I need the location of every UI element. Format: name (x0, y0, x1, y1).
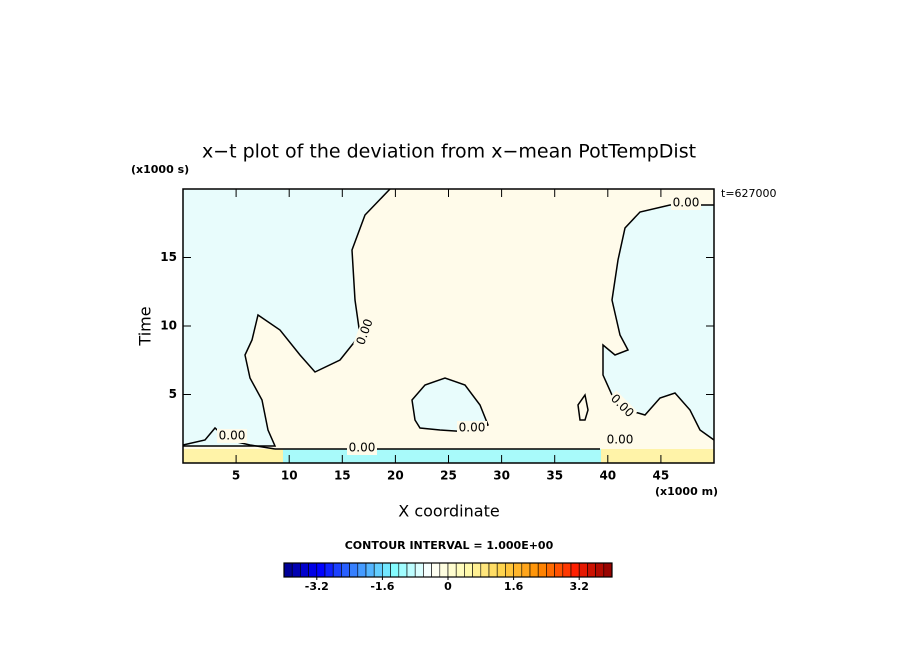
contour-label: 0.00 (219, 429, 246, 443)
contour-label-bg (605, 433, 635, 447)
colorbar-cell (283, 562, 293, 578)
y-tick-label: 10 (160, 319, 177, 333)
colorbar-cell (332, 562, 342, 578)
x-tick-label: 15 (334, 469, 351, 483)
colorbar-cell (390, 562, 400, 578)
contour-label: 0.00 (349, 441, 376, 455)
chart-title: x−t plot of the deviation from x−mean Po… (202, 141, 696, 163)
contour-label-bg (217, 429, 247, 443)
colorbar-cell (578, 562, 588, 578)
colorbar-cell (382, 562, 391, 578)
colorbar-cell (291, 562, 301, 578)
contour-label: 0.00 (607, 433, 634, 447)
x-tick-label: 35 (546, 469, 563, 483)
colorbar-cell (406, 562, 416, 578)
colorbar-cell (546, 562, 555, 578)
colorbar-tick-label: -1.6 (370, 580, 394, 593)
colorbar-cell (316, 562, 326, 578)
colorbar-cell (513, 562, 523, 578)
y-tick-label: 15 (160, 250, 177, 264)
x-tick-label: 20 (387, 469, 404, 483)
y-unit: (x1000 s) (131, 163, 189, 176)
colorbar-cell (349, 562, 359, 578)
y-axis-label: Time (136, 306, 155, 346)
contour-label: 0.00 (459, 421, 486, 435)
colorbar-cell (373, 562, 383, 578)
colorbar-cell (365, 562, 375, 578)
colorbar-cell (447, 562, 457, 578)
colorbar-caption: CONTOUR INTERVAL = 1.000E+00 (345, 539, 554, 552)
weak-negative-region (283, 449, 601, 463)
colorbar-cell (324, 562, 334, 578)
colorbar-cell (414, 562, 424, 578)
colorbar-cell (603, 562, 613, 578)
colorbar-cell (357, 562, 367, 578)
x-tick-label: 30 (493, 469, 510, 483)
contour-label-bg (347, 441, 377, 455)
colorbar-cell (439, 562, 449, 578)
contour-label: 0.00 (673, 196, 700, 210)
colorbar-cell (464, 562, 473, 578)
contour-label-bg (457, 421, 487, 435)
colorbar-cell (529, 562, 539, 578)
contour-line (411, 377, 489, 433)
colorbar-cell (496, 562, 506, 578)
colorbar-cell (505, 562, 514, 578)
negative-region (183, 189, 390, 446)
contour-label-bg (671, 196, 701, 210)
x-tick-label: 25 (440, 469, 457, 483)
colorbar-cell (455, 562, 465, 578)
colorbar-cell (554, 562, 564, 578)
colorbar-tick-label: -3.2 (305, 580, 329, 593)
colorbar-cell (341, 562, 350, 578)
colorbar-cell (521, 562, 531, 578)
colorbar-cell (398, 562, 408, 578)
colorbar-tick-label: 1.6 (504, 580, 524, 593)
x-unit: (x1000 m) (655, 485, 718, 498)
contour-line (602, 204, 715, 441)
weak-positive-region (601, 449, 714, 463)
contour-label-bg (353, 315, 377, 349)
contour-field (182, 188, 715, 463)
x-tick-label: 40 (599, 469, 616, 483)
colorbar-cell (472, 562, 482, 578)
colorbar-cell (308, 562, 318, 578)
contour-line (183, 188, 391, 447)
colorbar-cell (300, 562, 309, 578)
colorbar-cell (431, 562, 441, 578)
colorbar-cell (480, 562, 490, 578)
weak-positive-region (183, 449, 283, 463)
colorbar-cell (423, 562, 432, 578)
colorbar-cell (488, 562, 498, 578)
colorbar-cell (562, 562, 572, 578)
colorbar-cell (570, 562, 580, 578)
x-axis-label: X coordinate (398, 502, 499, 521)
y-tick-label: 5 (169, 387, 177, 401)
x-tick-label: 10 (281, 469, 298, 483)
colorbar-cell (537, 562, 547, 578)
colorbar-cell (595, 562, 605, 578)
colorbar-cell (587, 562, 596, 578)
x-tick-label: 5 (232, 469, 240, 483)
contour-line (577, 393, 589, 421)
time-label: t=627000 (721, 187, 777, 200)
contour-label-bg (606, 390, 638, 422)
colorbar-tick-label: 3.2 (569, 580, 589, 593)
colorbar-tick-label: 0 (444, 580, 452, 593)
x-tick-label: 45 (653, 469, 670, 483)
negative-region (603, 205, 714, 440)
